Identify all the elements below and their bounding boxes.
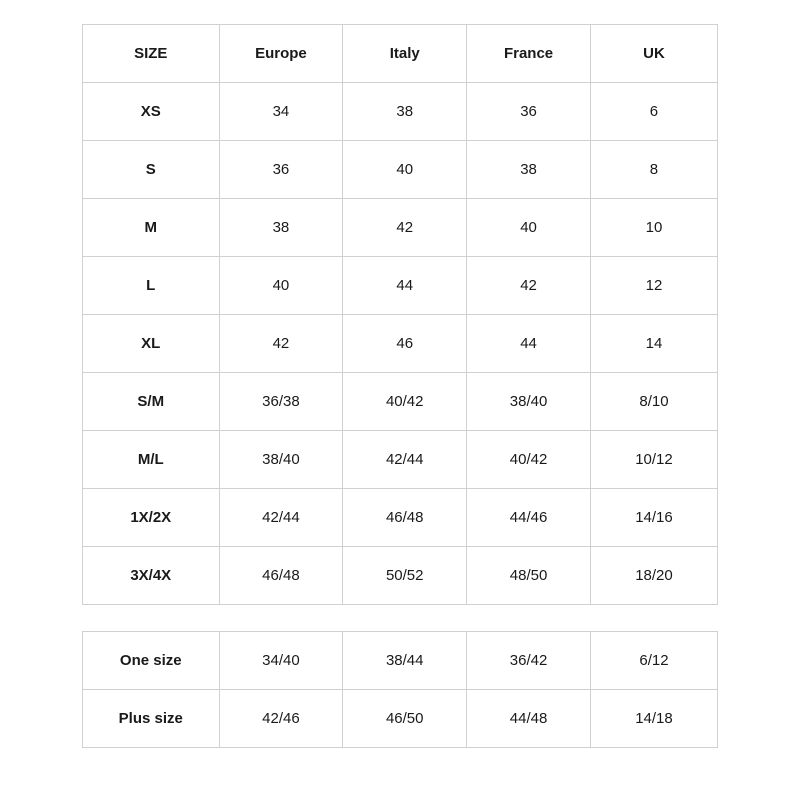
cell-italy: 46/50	[343, 690, 467, 748]
cell-italy: 38	[343, 83, 467, 141]
size-label: XS	[83, 83, 220, 141]
size-label: 1X/2X	[83, 489, 220, 547]
cell-europe: 38	[219, 199, 343, 257]
table-row: M/L 38/40 42/44 40/42 10/12	[83, 431, 718, 489]
cell-italy: 40/42	[343, 373, 467, 431]
table-row: S/M 36/38 40/42 38/40 8/10	[83, 373, 718, 431]
cell-uk: 14/18	[590, 690, 717, 748]
size-label: M	[83, 199, 220, 257]
table-row: M 38 42 40 10	[83, 199, 718, 257]
table-row: XL 42 46 44 14	[83, 315, 718, 373]
cell-italy: 46/48	[343, 489, 467, 547]
cell-italy: 46	[343, 315, 467, 373]
cell-europe: 42/44	[219, 489, 343, 547]
table-row: 3X/4X 46/48 50/52 48/50 18/20	[83, 547, 718, 605]
cell-europe: 36	[219, 141, 343, 199]
cell-france: 38	[467, 141, 591, 199]
cell-europe: 38/40	[219, 431, 343, 489]
col-header-europe: Europe	[219, 25, 343, 83]
cell-uk: 14	[590, 315, 717, 373]
cell-uk: 14/16	[590, 489, 717, 547]
size-chart-extra-table: One size 34/40 38/44 36/42 6/12 Plus siz…	[82, 631, 718, 748]
cell-uk: 10	[590, 199, 717, 257]
cell-france: 44/46	[467, 489, 591, 547]
cell-italy: 50/52	[343, 547, 467, 605]
cell-italy: 40	[343, 141, 467, 199]
size-label: Plus size	[83, 690, 220, 748]
cell-europe: 46/48	[219, 547, 343, 605]
cell-europe: 40	[219, 257, 343, 315]
cell-uk: 8/10	[590, 373, 717, 431]
col-header-size: SIZE	[83, 25, 220, 83]
cell-france: 40	[467, 199, 591, 257]
cell-france: 36	[467, 83, 591, 141]
cell-uk: 8	[590, 141, 717, 199]
cell-france: 44	[467, 315, 591, 373]
cell-france: 48/50	[467, 547, 591, 605]
cell-france: 44/48	[467, 690, 591, 748]
cell-uk: 10/12	[590, 431, 717, 489]
cell-europe: 42/46	[219, 690, 343, 748]
cell-europe: 42	[219, 315, 343, 373]
table-row: One size 34/40 38/44 36/42 6/12	[83, 632, 718, 690]
table-row: S 36 40 38 8	[83, 141, 718, 199]
cell-france: 38/40	[467, 373, 591, 431]
cell-europe: 34/40	[219, 632, 343, 690]
cell-italy: 42/44	[343, 431, 467, 489]
table-header-row: SIZE Europe Italy France UK	[83, 25, 718, 83]
cell-uk: 18/20	[590, 547, 717, 605]
size-label: One size	[83, 632, 220, 690]
cell-uk: 6	[590, 83, 717, 141]
size-label: M/L	[83, 431, 220, 489]
size-label: L	[83, 257, 220, 315]
cell-italy: 44	[343, 257, 467, 315]
col-header-uk: UK	[590, 25, 717, 83]
table-row: 1X/2X 42/44 46/48 44/46 14/16	[83, 489, 718, 547]
size-chart-table: SIZE Europe Italy France UK XS 34 38 36 …	[82, 24, 718, 605]
cell-france: 40/42	[467, 431, 591, 489]
cell-europe: 36/38	[219, 373, 343, 431]
size-label: 3X/4X	[83, 547, 220, 605]
size-label: S/M	[83, 373, 220, 431]
cell-uk: 12	[590, 257, 717, 315]
cell-uk: 6/12	[590, 632, 717, 690]
cell-europe: 34	[219, 83, 343, 141]
col-header-france: France	[467, 25, 591, 83]
cell-italy: 42	[343, 199, 467, 257]
col-header-italy: Italy	[343, 25, 467, 83]
table-row: Plus size 42/46 46/50 44/48 14/18	[83, 690, 718, 748]
cell-france: 36/42	[467, 632, 591, 690]
cell-italy: 38/44	[343, 632, 467, 690]
cell-france: 42	[467, 257, 591, 315]
table-row: XS 34 38 36 6	[83, 83, 718, 141]
table-row: L 40 44 42 12	[83, 257, 718, 315]
size-label: XL	[83, 315, 220, 373]
size-label: S	[83, 141, 220, 199]
